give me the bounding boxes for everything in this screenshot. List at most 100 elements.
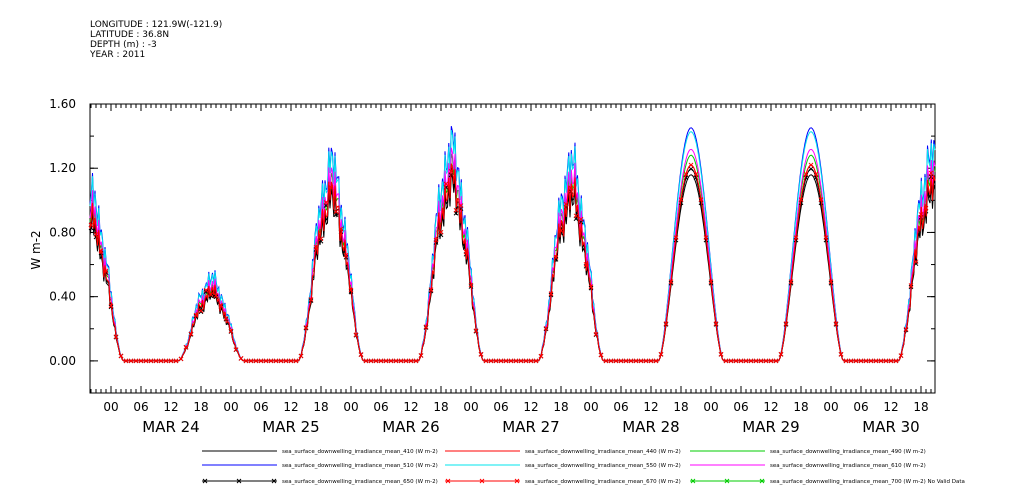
data-point-marker	[753, 358, 759, 364]
data-point-marker	[523, 358, 529, 364]
data-point-marker	[838, 351, 844, 357]
data-point-marker	[123, 358, 129, 364]
x-hour-label: 12	[523, 400, 538, 414]
legend-marker	[202, 478, 208, 484]
data-point-marker	[133, 358, 139, 364]
data-point-marker	[143, 358, 149, 364]
data-point-marker	[138, 358, 144, 364]
data-point-marker	[168, 358, 174, 364]
data-point-marker	[328, 185, 334, 190]
data-point-marker	[433, 237, 439, 243]
data-point-marker	[343, 252, 349, 258]
data-point-marker	[498, 358, 504, 364]
data-point-marker	[783, 321, 789, 326]
data-point-marker	[538, 353, 544, 359]
data-point-marker	[148, 358, 154, 364]
data-point-marker	[798, 197, 804, 203]
series-line-1	[89, 163, 936, 362]
legend-label: sea_surface_downwelling_irradiance_mean_…	[770, 479, 965, 485]
data-point-marker	[568, 185, 574, 191]
data-point-marker	[813, 171, 819, 177]
series-line-7	[89, 163, 936, 362]
data-point-marker	[668, 279, 674, 284]
x-hour-label: 12	[283, 400, 298, 414]
series-line-6	[89, 167, 936, 362]
x-hour-label: 06	[493, 400, 508, 414]
depth-label: DEPTH (m) : -3	[90, 40, 157, 50]
legend-label: sea_surface_downwelling_irradiance_mean_…	[282, 479, 438, 485]
data-point-marker	[643, 358, 649, 364]
data-point-marker	[788, 279, 794, 284]
series-line-2	[89, 153, 936, 362]
data-point-marker	[468, 282, 474, 288]
x-hour-label: 00	[703, 400, 718, 414]
data-point-marker	[648, 358, 654, 364]
data-point-marker	[483, 358, 489, 364]
data-point-marker	[418, 353, 424, 358]
data-point-marker	[703, 235, 709, 241]
data-point-marker	[863, 358, 869, 364]
legend-marker	[759, 478, 765, 484]
x-hour-label: 12	[403, 400, 418, 414]
data-point-marker	[918, 212, 924, 217]
x-hour-label: 12	[643, 400, 658, 414]
data-point-marker	[238, 356, 244, 361]
data-point-marker	[473, 328, 479, 334]
data-point-marker	[928, 170, 934, 176]
data-point-marker	[513, 358, 519, 364]
data-point-marker	[223, 316, 229, 321]
y-tick-label: 1.20	[49, 161, 76, 175]
data-point-marker	[663, 321, 669, 326]
x-day-label: MAR 28	[622, 418, 679, 436]
series-lines-group	[88, 125, 936, 364]
data-point-marker	[163, 358, 169, 364]
legend-marker	[690, 478, 696, 484]
data-point-marker	[923, 205, 929, 211]
data-point-marker	[198, 308, 204, 314]
data-point-marker	[723, 358, 729, 364]
data-point-marker	[368, 358, 374, 364]
data-point-marker	[453, 207, 459, 213]
plot-frame	[89, 103, 936, 394]
y-tick-label: 1.60	[49, 97, 76, 111]
data-point-marker	[383, 358, 389, 364]
data-point-marker	[843, 358, 849, 364]
data-point-marker	[438, 229, 444, 235]
data-point-marker	[263, 358, 269, 364]
x-hour-label: 12	[883, 400, 898, 414]
data-point-marker	[373, 358, 379, 364]
x-hour-label: 00	[583, 400, 598, 414]
x-hour-label: 00	[463, 400, 478, 414]
data-point-marker	[638, 358, 644, 364]
data-point-marker	[443, 181, 449, 187]
legend: sea_surface_downwelling_irradiance_mean_…	[202, 449, 965, 485]
data-point-marker	[678, 197, 684, 203]
data-point-marker	[658, 351, 664, 357]
data-point-marker	[288, 358, 294, 364]
legend-label: sea_surface_downwelling_irradiance_mean_…	[282, 449, 438, 455]
data-point-marker	[823, 235, 829, 241]
data-point-marker	[323, 200, 329, 205]
x-day-label: MAR 30	[862, 418, 919, 436]
data-point-marker	[818, 197, 824, 203]
data-point-marker	[598, 352, 604, 358]
data-point-marker	[608, 358, 614, 364]
x-hour-label: 18	[433, 400, 448, 414]
x-day-label: MAR 25	[262, 418, 319, 436]
data-point-marker	[248, 358, 254, 364]
data-point-marker	[738, 358, 744, 364]
data-point-marker	[173, 358, 179, 364]
data-point-marker	[303, 325, 309, 330]
legend-label: sea_surface_downwelling_irradiance_mean_…	[525, 479, 681, 485]
data-point-marker	[193, 312, 199, 318]
legend-label: sea_surface_downwelling_irradiance_mean_…	[525, 463, 681, 469]
data-point-marker	[268, 358, 274, 364]
data-point-marker	[518, 358, 524, 364]
data-point-marker	[203, 287, 209, 293]
y-tick-label: 0.40	[49, 290, 76, 304]
data-point-marker	[338, 226, 344, 232]
data-point-marker	[213, 293, 219, 298]
x-hour-label: 12	[763, 400, 778, 414]
data-point-marker	[878, 358, 884, 364]
data-point-marker	[278, 358, 284, 364]
